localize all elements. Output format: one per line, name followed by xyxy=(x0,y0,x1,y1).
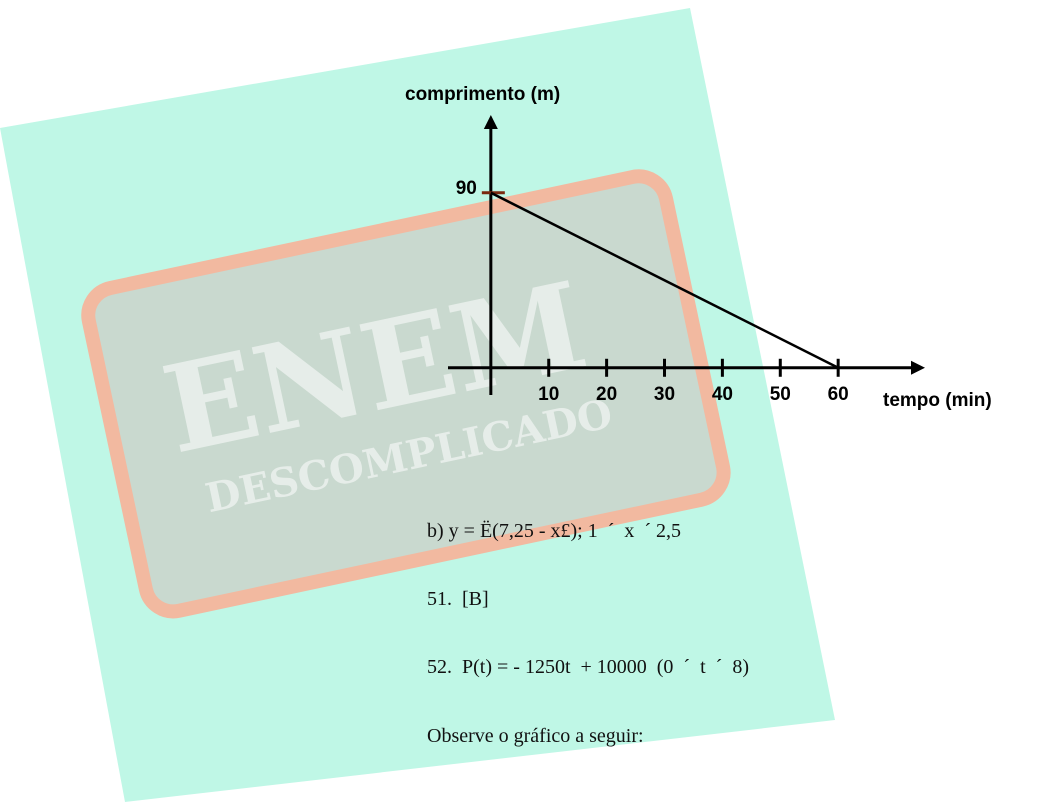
text-line: Observe o gráfico a seguir: xyxy=(427,725,644,747)
y-axis-label: comprimento (m) xyxy=(405,84,560,105)
x-axis-label: tempo (min) xyxy=(883,390,992,411)
chart: comprimento (m) tempo (min) 10 20 30 40 50 60… xyxy=(405,84,992,411)
watermark: ENEM DESCOMPLICADO xyxy=(81,169,731,619)
data-line xyxy=(490,191,839,369)
x-tick-label: 60 xyxy=(828,384,849,405)
x-tick-label: 50 xyxy=(770,384,791,405)
x-tick-label: 40 xyxy=(712,384,733,405)
x-tick-label: 30 xyxy=(654,384,675,405)
x-tick-label: 20 xyxy=(596,384,617,405)
text-line: 51. [B] xyxy=(427,588,489,610)
y-axis-arrow xyxy=(483,115,498,129)
chalkboard xyxy=(81,169,731,619)
x-axis-arrow xyxy=(911,360,925,375)
y-tick-label: 90 xyxy=(456,178,477,199)
text-line: b) y = Ë(7,25 - x£); 1 ´ x ´ 2,5 xyxy=(427,519,681,542)
text-line: 52. P(t) = - 1250t + 10000 (0 ´ t ´ 8) xyxy=(427,656,749,678)
x-tick-label: 10 xyxy=(538,384,559,405)
